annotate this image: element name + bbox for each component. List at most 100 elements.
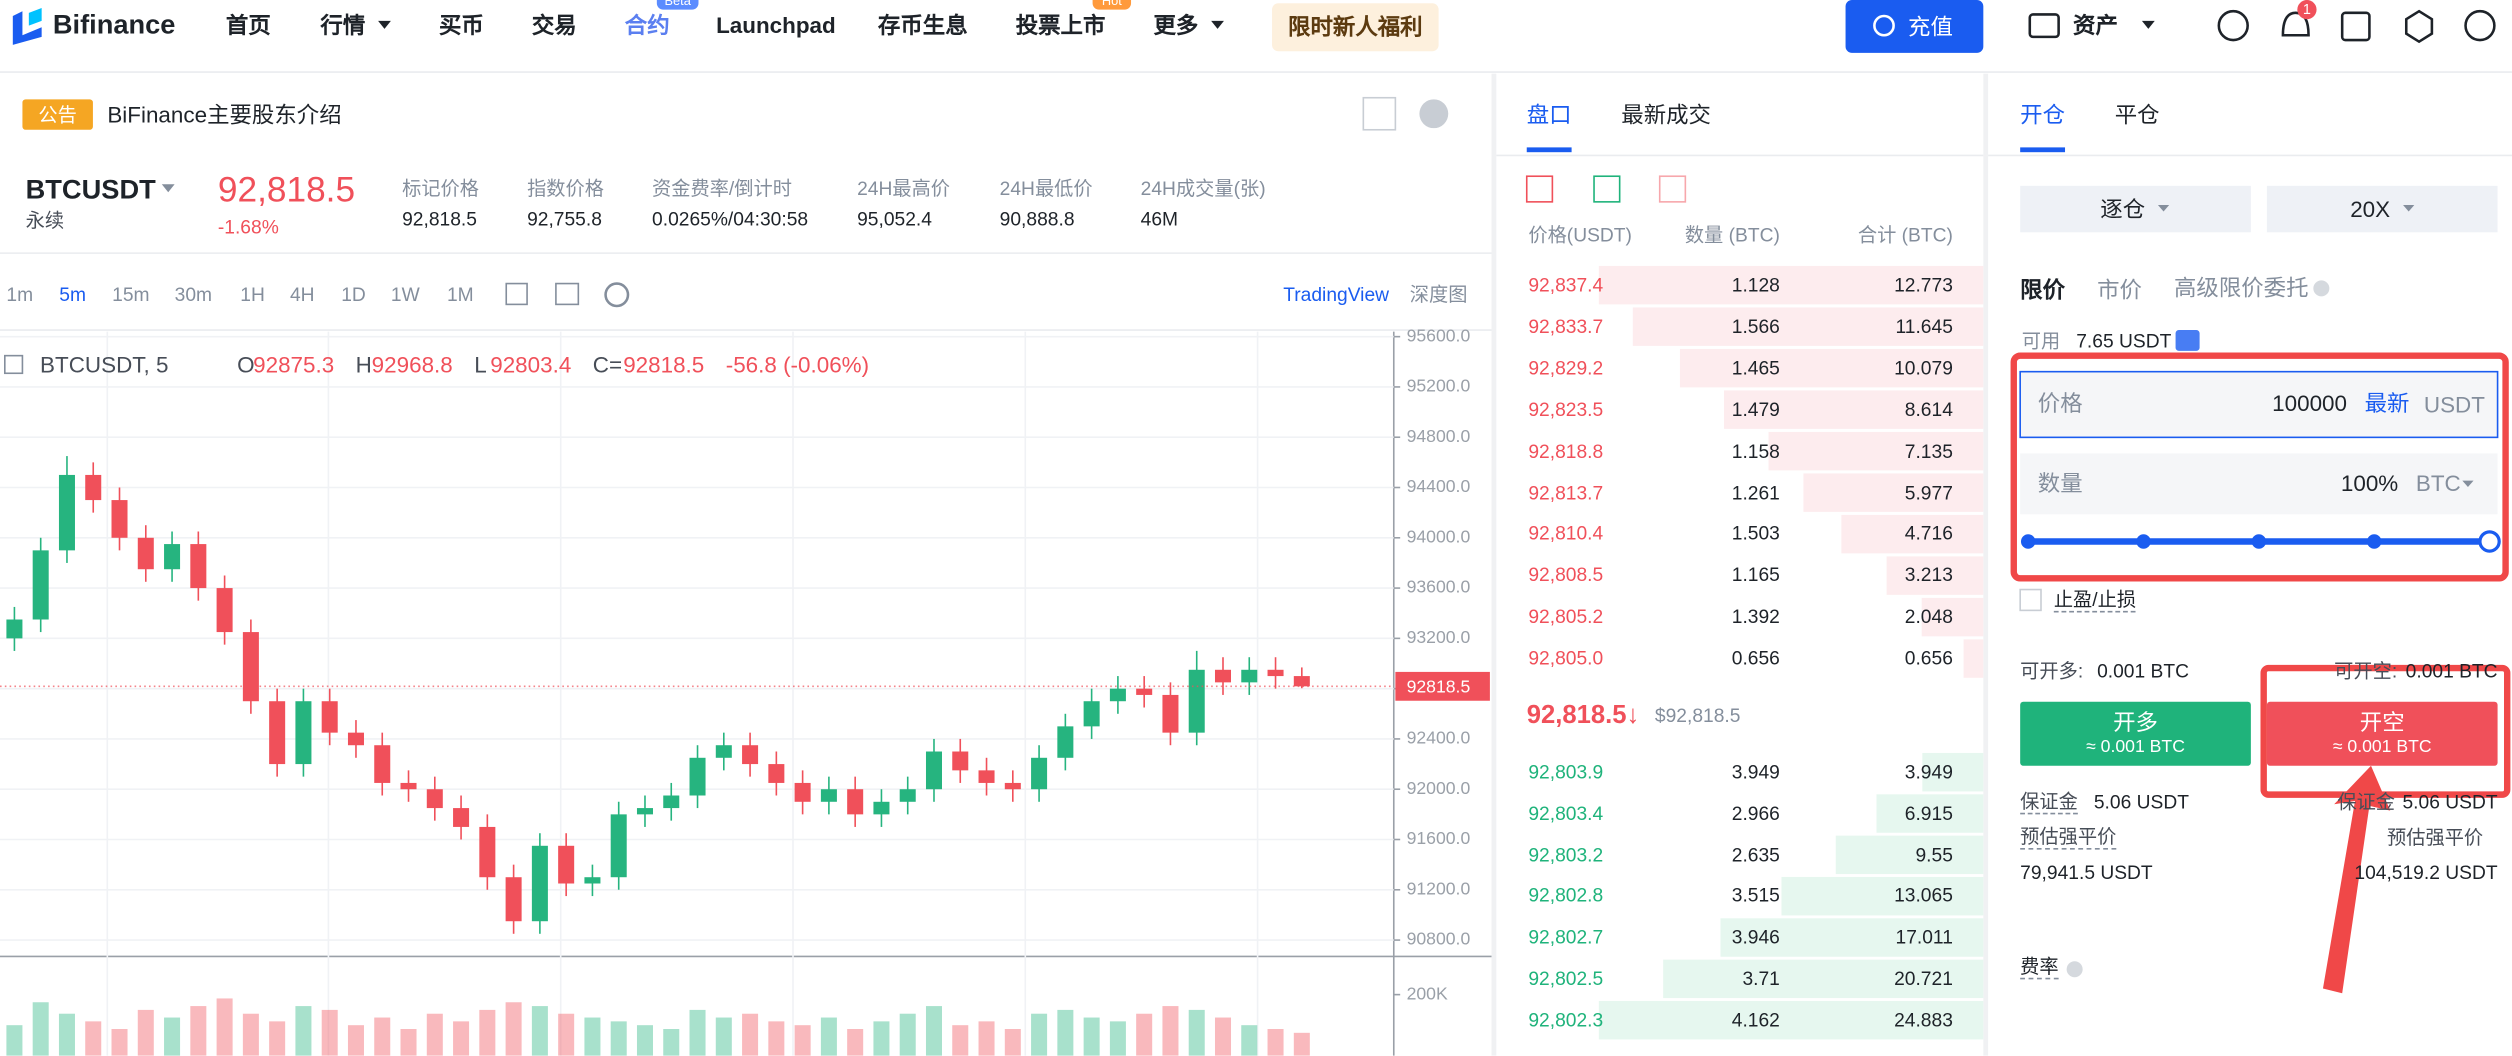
assets-menu[interactable]: 资产 (2073, 12, 2118, 38)
deposit-button[interactable]: 充值 (1908, 13, 1953, 40)
slider-dot[interactable] (2251, 534, 2267, 549)
book-qty: 3.71 (1742, 967, 1780, 990)
book-qty: 1.128 (1731, 273, 1780, 297)
short-button[interactable]: 开空 (2359, 709, 2405, 735)
slider-handle[interactable] (2478, 530, 2501, 553)
short-button-bg[interactable] (2266, 701, 2498, 766)
depth-bar (1598, 1000, 1984, 1040)
volume-bar (1083, 1017, 1100, 1056)
book-price[interactable]: 92,805.0 (1528, 647, 1604, 670)
book-price[interactable]: 92,813.7 (1528, 481, 1604, 504)
margin-mode[interactable]: 逐仓 (2100, 196, 2146, 223)
checkbox[interactable] (2019, 588, 2042, 612)
interval[interactable]: 5m (59, 283, 86, 306)
long-button-bg[interactable] (2020, 701, 2251, 766)
book-mode-icon[interactable] (1525, 175, 1554, 203)
order-type[interactable]: 限价 (2020, 276, 2066, 303)
liq-value: 104,519.2 USDT (2354, 861, 2498, 885)
volume-bar (216, 998, 233, 1056)
interval[interactable]: 1W (390, 283, 420, 306)
unit[interactable]: BTC (2415, 470, 2461, 496)
interval[interactable]: 30m (174, 283, 213, 306)
order-type[interactable]: 高级限价委托 (2173, 274, 2309, 301)
select-bg[interactable] (2266, 185, 2498, 233)
interval[interactable]: 1D (341, 283, 366, 306)
candle-body (742, 745, 759, 765)
nav-item[interactable]: 行情 (320, 12, 366, 38)
price-value[interactable]: 100000 (2272, 390, 2347, 416)
qty-value[interactable]: 100% (2340, 470, 2399, 496)
interval[interactable]: 1M (446, 283, 474, 306)
volume-bar (1293, 1032, 1310, 1056)
latest-button[interactable]: 最新 (2364, 390, 2410, 416)
nav-item[interactable]: 更多 (1153, 12, 1199, 38)
interval[interactable]: 1H (240, 283, 265, 306)
panel-tab[interactable]: 平仓 (2114, 101, 2160, 128)
book-tab[interactable]: 盘口 (1526, 101, 1572, 128)
volume-bar (952, 1025, 969, 1056)
book-mode-icon[interactable] (1593, 175, 1621, 203)
interval[interactable]: 1m (6, 283, 34, 306)
volume-bar (321, 1009, 338, 1056)
slider-dot[interactable] (2020, 534, 2036, 549)
y-tick-label: 200K (1407, 983, 1448, 1003)
depth-bars (1598, 265, 1984, 1040)
expand-icon (4, 354, 24, 375)
price-input[interactable] (2019, 370, 2499, 439)
nav-item[interactable]: 存币生息 (877, 12, 968, 38)
y-tick-label: 95600.0 (1407, 325, 1471, 345)
last-price-label: 92818.5 (1407, 677, 1471, 697)
fee[interactable]: 费率 (2020, 955, 2059, 980)
volume-bar (1031, 1013, 1048, 1056)
select-bg[interactable] (2020, 185, 2251, 233)
book-price[interactable]: 92,803.4 (1528, 801, 1604, 825)
book-price[interactable]: 92,803.9 (1528, 760, 1604, 784)
fullscreen-icon (505, 282, 528, 306)
nav-item[interactable]: 交易 (531, 12, 577, 38)
view-tab[interactable]: TradingView (1283, 283, 1390, 306)
book-price[interactable]: 92,802.3 (1528, 1008, 1604, 1032)
book-qty: 1.566 (1731, 315, 1780, 338)
book-mode-icon[interactable] (1658, 175, 1687, 203)
announcement-text[interactable]: BiFinance主要股东介绍 (107, 101, 342, 128)
nav-item[interactable]: 首页 (225, 12, 271, 38)
book-tab[interactable]: 最新成交 (1621, 101, 1711, 128)
tpsl[interactable]: 止盈/止损 (2053, 588, 2137, 614)
long-button[interactable]: 开多 (2113, 709, 2158, 735)
book-price[interactable]: 92,837.4 (1528, 273, 1604, 297)
book-price[interactable]: 92,808.5 (1528, 564, 1604, 587)
book-price[interactable]: 92,802.7 (1528, 925, 1604, 949)
book-price[interactable]: 92,802.5 (1528, 967, 1604, 990)
leverage[interactable]: 20X (2350, 196, 2391, 223)
promo[interactable]: 限时新人福利 (1288, 13, 1423, 40)
volume-bar (1057, 1009, 1074, 1056)
transfer-icon[interactable] (2175, 330, 2200, 351)
symbol[interactable]: BTCUSDT (25, 174, 156, 205)
legend-value: 92875.3 (253, 351, 335, 378)
panel-tab[interactable]: 开仓 (2020, 101, 2066, 128)
moon-icon (1419, 99, 1449, 129)
nav-item[interactable]: 买币 (438, 12, 484, 38)
nav-item[interactable]: 合约 (624, 12, 670, 38)
nav-item[interactable]: Launchpad (716, 12, 836, 38)
order-type[interactable]: 市价 (2097, 276, 2142, 303)
book-price[interactable]: 92,803.2 (1528, 843, 1604, 866)
book-price[interactable]: 92,823.5 (1528, 398, 1604, 421)
book-price[interactable]: 92,829.2 (1528, 356, 1604, 380)
depth-bar (1922, 752, 1984, 792)
book-qty: 1.158 (1731, 439, 1780, 463)
book-price[interactable]: 92,805.2 (1528, 605, 1604, 628)
book-price[interactable]: 92,818.8 (1528, 439, 1604, 463)
candle-body (1004, 782, 1021, 790)
nav-item[interactable]: 投票上市 (1015, 12, 1106, 38)
slider-dot[interactable] (2367, 534, 2382, 549)
book-price[interactable]: 92,810.4 (1528, 522, 1604, 546)
book-price[interactable]: 92,802.8 (1528, 884, 1604, 908)
margin-value: 5.06 USDT (2093, 791, 2189, 814)
interval[interactable]: 15m (112, 283, 150, 306)
slider-dot[interactable] (2136, 534, 2151, 549)
view-tab[interactable]: 深度图 (1409, 283, 1468, 306)
qty-input[interactable] (2020, 453, 2498, 515)
interval[interactable]: 4H (289, 283, 315, 306)
book-price[interactable]: 92,833.7 (1528, 315, 1604, 338)
